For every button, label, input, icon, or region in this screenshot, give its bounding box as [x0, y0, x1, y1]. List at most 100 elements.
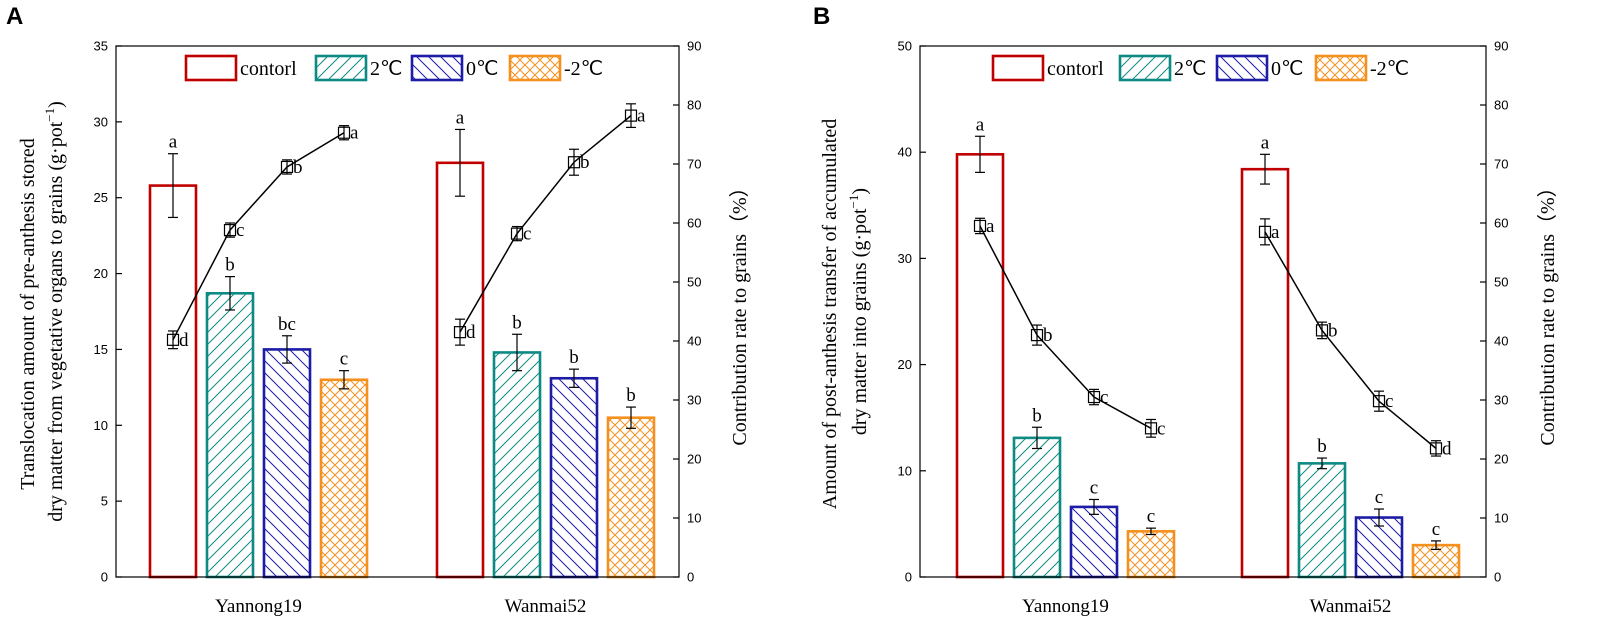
panel-a-contribution-point	[280, 160, 294, 174]
panel-a-right-tick-label: 90	[687, 39, 701, 54]
panel-a-contribution-point	[567, 156, 581, 169]
panel-a-left-tick-label: 10	[94, 418, 108, 433]
panel-b-contribution-line	[1264, 231, 1437, 449]
panel-a-y2-axis-title: Contribution rate to grains（%）	[728, 177, 751, 445]
panel-b-contribution-point	[1144, 422, 1158, 435]
panel-b-contribution-lines: a b c c a b c d	[973, 216, 1452, 459]
panel-b-bar-significance-letter: c	[1375, 487, 1383, 508]
panel-b-right-tick-label: 0	[1494, 570, 1501, 585]
panel-b-contribution-point	[973, 219, 987, 233]
panel-b-left-tick-label: 50	[898, 39, 912, 54]
panel-a-contribution-point	[223, 223, 237, 237]
panel-a-point-significance-letter: a	[637, 106, 646, 127]
panel-b-left-tick-label: 10	[898, 463, 912, 478]
panel-a-right-tick-label: 80	[687, 98, 701, 113]
panel-a-legend: contorl 2℃ 0℃ -2℃	[184, 54, 603, 82]
panel-b-left-tick-label: 0	[905, 570, 912, 585]
panel-b-legend-label: 2℃	[1174, 58, 1206, 80]
panel-b-legend-swatch	[1314, 54, 1368, 82]
panel-a-bar-hatch	[321, 379, 367, 577]
panel-a-legend-swatch-hatch	[412, 56, 462, 80]
panel-a-contribution-point	[510, 227, 524, 240]
panel-b-legend-swatch-hatch	[1217, 56, 1267, 80]
panel-b-contribution-point	[1030, 329, 1044, 342]
panel-b: B a a b b c c c c a b c c a b c d 0 10 20 30 40 50 0 10 20 30 4…	[813, 3, 1559, 617]
panel-b-bar-significance-letter: c	[1147, 506, 1155, 527]
panel-b-right-tick-label: 50	[1494, 275, 1508, 290]
panel-b-bar-hatch	[1071, 506, 1117, 577]
panel-b-point-significance-letter: a	[1271, 222, 1280, 243]
panel-b-bar-hatch	[1356, 517, 1402, 577]
panel-b-right-tick-label: 10	[1494, 511, 1508, 526]
panel-b-legend-swatch	[991, 54, 1045, 82]
panel-b-bars: a a b b c c c c	[955, 114, 1461, 579]
panel-b-contribution-point	[1372, 395, 1386, 408]
panel-b-category-label: Wanmai52	[1310, 596, 1392, 617]
panel-a-legend-label: 2℃	[370, 58, 402, 80]
panel-a-right-axis-ticks: 0 10 20 30 40 50 60 70 80 90	[673, 39, 701, 585]
panel-b-legend-label: contorl	[1047, 58, 1104, 80]
panel-b-point-significance-letter: c	[1157, 418, 1165, 439]
panel-b-right-tick-label: 30	[1494, 393, 1508, 408]
panel-b-y-axis-title-line2-text: dry matter into grains (g·pot	[849, 208, 871, 435]
panel-a-legend-swatch	[508, 54, 562, 82]
panel-a-point-significance-letter: c	[236, 220, 244, 241]
panel-b-point-significance-letter: b	[1328, 320, 1338, 341]
panel-b-y-axis-title: Amount of post-anthesis transfer of accu…	[819, 114, 871, 509]
panel-a-y-axis-title-line2-text: dry matter from vegetative organs to gra…	[45, 121, 67, 522]
panel-b-bar-significance-letter: a	[1261, 132, 1270, 153]
panel-a-contribution-point	[166, 333, 180, 346]
panel-b-legend-label: -2℃	[1370, 58, 1409, 80]
panel-a-right-tick-label: 30	[687, 393, 701, 408]
panel-b-plot-frame	[919, 45, 1487, 578]
panel-a-bar-significance-letter: b	[569, 347, 579, 368]
panel-b-right-axis-ticks: 0 10 20 30 40 50 60 70 80 90	[1480, 39, 1508, 585]
panel-b-left-tick-label: 30	[898, 251, 912, 266]
panel-b-bar-significance-letter: c	[1090, 477, 1098, 498]
panel-b-y-axis-title-sup: −1	[846, 195, 861, 209]
panel-a-legend-swatch	[410, 54, 464, 82]
panel-a-bar	[435, 161, 485, 579]
panel-a-left-tick-label: 30	[94, 114, 108, 129]
panel-b-right-tick-label: 20	[1494, 452, 1508, 467]
panel-a-point-significance-letter: d	[466, 322, 476, 343]
panel-a-left-tick-label: 0	[101, 570, 108, 585]
panel-b-contribution-point	[1429, 442, 1443, 455]
panel-a-legend-swatch-hatch	[316, 56, 366, 80]
panel-a-y-axis-title-line1: Translocation amount of pre-anthesis sto…	[17, 138, 39, 489]
panel-a-bar-hatch	[264, 349, 310, 577]
panel-a-bar-significance-letter: c	[340, 349, 348, 370]
panel-b-point-significance-letter: b	[1043, 325, 1053, 346]
panel-a-bar-significance-letter: b	[626, 385, 636, 406]
panel-b-right-tick-label: 70	[1494, 157, 1508, 172]
panel-a-legend-swatch-hatch	[510, 56, 560, 80]
panel-b-legend-swatch-hatch	[1316, 56, 1366, 80]
panel-a-label: A	[6, 3, 23, 30]
panel-a-left-tick-label: 5	[101, 494, 108, 509]
panel-b-right-tick-label: 60	[1494, 216, 1508, 231]
panel-b-point-significance-letter: c	[1100, 387, 1108, 408]
panel-a-y-axis-title-line2: dry matter from vegetative organs to gra…	[42, 101, 67, 522]
panel-b-left-tick-label: 20	[898, 357, 912, 372]
panel-b-y-axis-title-close: )	[849, 188, 871, 195]
panel-b-point-significance-letter: c	[1385, 391, 1393, 412]
panel-a-right-tick-label: 10	[687, 511, 701, 526]
panel-a-contribution-point	[624, 109, 638, 122]
panel-a-plot-frame	[115, 45, 680, 578]
panel-b-label: B	[813, 3, 830, 30]
panel-b-category-labels: Yannong19 Wanmai52	[1022, 596, 1391, 617]
panel-a-category-label: Wanmai52	[505, 596, 587, 617]
panel-b-bar-hatch	[1128, 531, 1174, 577]
panel-a-category-label: Yannong19	[215, 596, 302, 617]
panel-b-right-tick-label: 40	[1494, 334, 1508, 349]
panel-b-point-significance-letter: d	[1442, 438, 1452, 459]
panel-b-left-axis-ticks: 0 10 20 30 40 50	[898, 39, 926, 585]
panel-a-bar-hatch	[494, 352, 540, 577]
panel-b-bar-hatch	[1014, 437, 1060, 577]
panel-a-contribution-point	[337, 126, 351, 139]
panel-b-contribution-point	[1087, 390, 1101, 404]
panel-a-bar-significance-letter: a	[169, 132, 178, 153]
panel-a-right-tick-label: 20	[687, 452, 701, 467]
